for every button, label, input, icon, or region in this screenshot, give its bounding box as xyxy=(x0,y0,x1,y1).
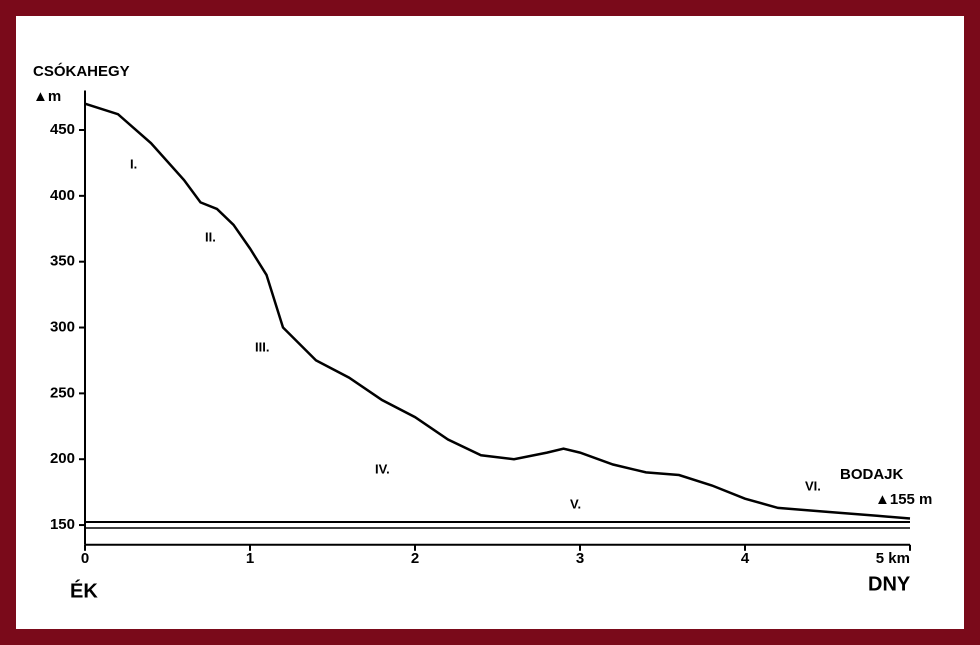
x-tick-label: 5 km xyxy=(876,550,910,567)
y-tick-label: 250 xyxy=(50,384,75,401)
x-tick-label: 0 xyxy=(81,550,89,567)
x-tick-label: 1 xyxy=(246,550,254,567)
y-tick-label: 300 xyxy=(50,318,75,335)
x-end-label: DNY xyxy=(868,573,911,595)
y-axis-label: ▲m xyxy=(33,88,61,105)
zone-label: I. xyxy=(130,156,137,171)
y-tick-label: 350 xyxy=(50,253,75,270)
zone-label: VI. xyxy=(805,478,821,493)
zone-label: V. xyxy=(570,496,581,511)
zone-label: IV. xyxy=(375,461,390,476)
y-tick-label: 150 xyxy=(50,516,75,533)
end-value-label: ▲155 m xyxy=(875,491,932,508)
x-tick-label: 3 xyxy=(576,550,584,567)
x-tick-label: 4 xyxy=(741,550,750,567)
y-tick-label: 200 xyxy=(50,450,75,467)
end-label: BODAJK xyxy=(840,466,904,483)
chart-title: CSÓKAHEGY xyxy=(33,62,130,80)
y-tick-label: 450 xyxy=(50,121,75,138)
x-start-label: ÉK xyxy=(70,579,98,602)
zone-label: III. xyxy=(255,339,269,354)
y-tick-label: 400 xyxy=(50,187,75,204)
x-tick-label: 2 xyxy=(411,550,419,567)
profile-line xyxy=(84,102,911,520)
zone-label: II. xyxy=(205,229,216,244)
